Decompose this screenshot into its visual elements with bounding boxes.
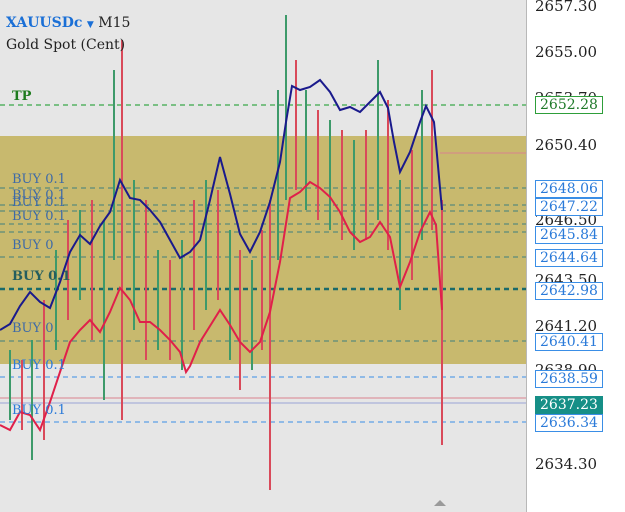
level-price-tag[interactable]: 2636.34 [535,414,603,432]
price-tick: 2641.20 [535,317,598,335]
price-tick: 2650.40 [535,136,598,154]
level-price-tag[interactable]: 2642.98 [535,282,603,300]
tp-label[interactable]: TP [12,89,32,104]
buy-order-label[interactable]: BUY 0.1 [12,209,66,224]
level-price-tag[interactable]: 2638.59 [535,370,603,388]
price-scale[interactable]: 2657.30 2655.00 2653.70 2650.40 2646.50 … [526,0,625,512]
price-tick: 2655.00 [535,43,598,61]
buy-order-label[interactable]: BUY 0.1 [12,195,66,210]
fast-moving-average [0,78,443,331]
buy-order-label[interactable]: BUY 0 [12,321,54,336]
bid-price-tag: 2637.23 [535,396,603,414]
timeframe-label: M15 [98,15,131,31]
buy-order-label[interactable]: BUY 0.1 [12,358,66,373]
buy-order-label[interactable]: BUY 0.1 [12,172,66,187]
chart-header[interactable]: XAUUSDc ▼ M15 [6,14,130,34]
level-price-tag[interactable]: 2647.22 [535,198,603,216]
slow-moving-average [0,180,443,433]
buy-order-label[interactable]: BUY 0.1 [12,188,66,203]
tp-price-tag[interactable]: 2652.28 [535,96,603,114]
symbol-description: Gold Spot (Cent) [6,37,126,53]
level-price-tag[interactable]: 2644.64 [535,249,603,267]
level-price-tag[interactable]: 2648.06 [535,180,603,198]
buy-order-label[interactable]: BUY 0.1 [12,269,71,284]
buy-order-label[interactable]: BUY 0.1 [12,403,66,418]
scroll-up-arrow-icon[interactable] [434,500,446,506]
buy-order-label[interactable]: BUY 0 [12,238,54,253]
level-price-tag[interactable]: 2645.84 [535,226,603,244]
caret-down-icon[interactable]: ▼ [86,20,94,30]
chart-canvas [0,15,526,490]
chart-plot-area[interactable]: XAUUSDc ▼ M15 Gold Spot (Cent) TP BUY 0.… [0,0,526,512]
level-price-tag[interactable]: 2640.41 [535,333,603,351]
price-tick: 2657.30 [535,0,598,15]
price-tick: 2646.50 [535,211,598,229]
price-tick: 2634.30 [535,455,598,473]
symbol-name[interactable]: XAUUSDc [6,15,83,31]
